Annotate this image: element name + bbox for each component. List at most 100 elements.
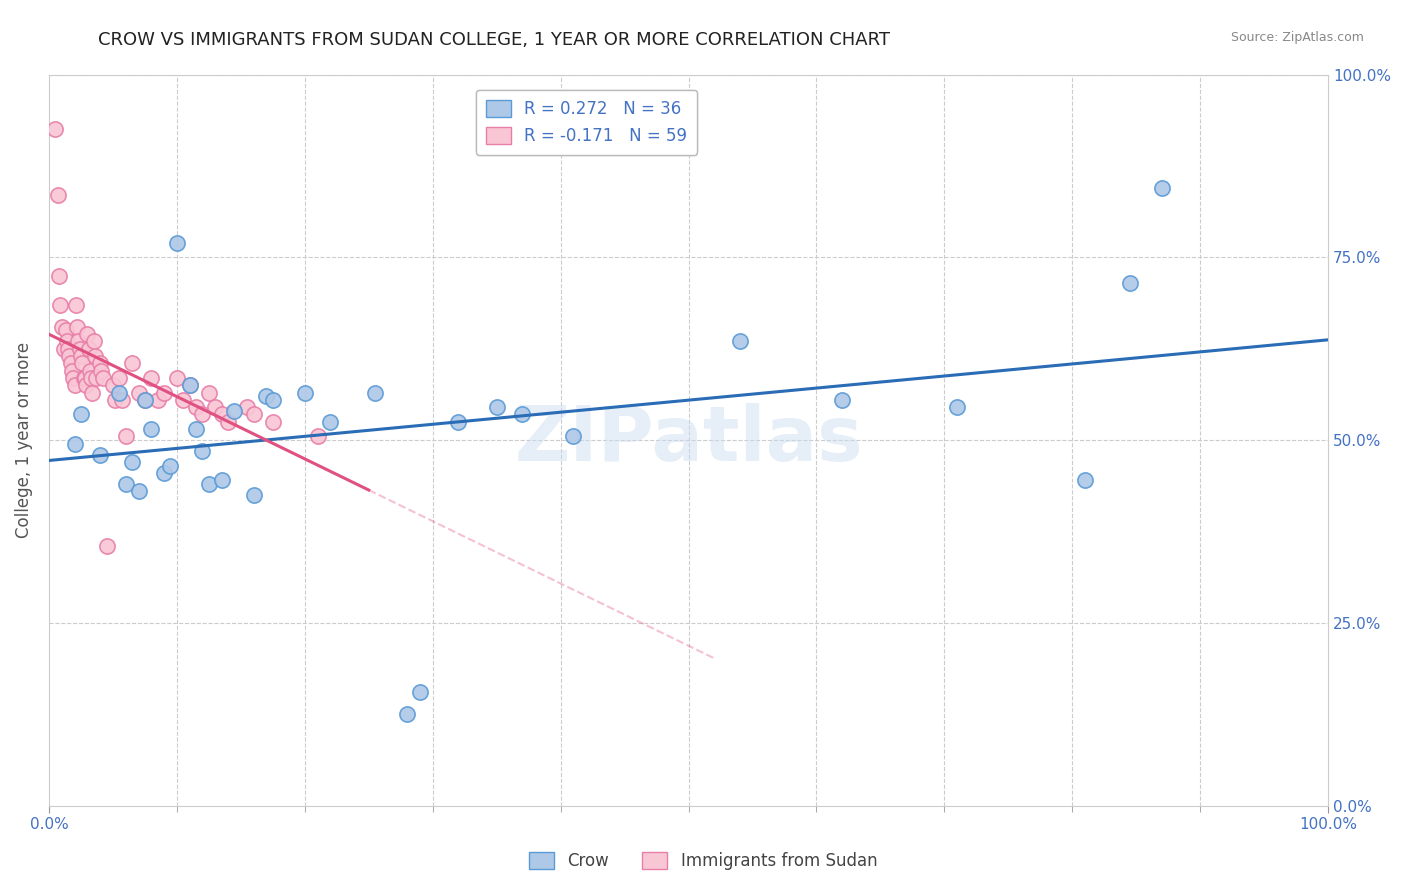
Point <box>67 334 90 349</box>
Point <box>49 298 72 312</box>
Point <box>51 319 73 334</box>
Legend: Crow, Immigrants from Sudan: Crow, Immigrants from Sudan <box>522 845 884 877</box>
Point <box>172 392 194 407</box>
Point <box>53 342 76 356</box>
Text: ZIPatlas: ZIPatlas <box>515 403 863 477</box>
Point <box>409 685 432 699</box>
Point <box>128 484 150 499</box>
Point <box>141 422 163 436</box>
Point <box>121 455 143 469</box>
Point <box>262 415 284 429</box>
Point <box>447 415 470 429</box>
Point <box>48 268 70 283</box>
Point <box>59 356 82 370</box>
Point <box>728 334 751 349</box>
Point <box>224 404 246 418</box>
Point <box>70 349 93 363</box>
Point <box>111 392 134 407</box>
Point <box>70 408 93 422</box>
Point <box>141 371 163 385</box>
Point <box>101 378 124 392</box>
Point <box>191 408 214 422</box>
Point <box>319 415 342 429</box>
Point <box>191 444 214 458</box>
Point <box>242 488 264 502</box>
Point <box>184 400 207 414</box>
Point <box>90 363 112 377</box>
Point <box>79 363 101 377</box>
Point <box>179 378 201 392</box>
Point <box>70 356 93 370</box>
Point <box>198 385 221 400</box>
Point <box>211 408 233 422</box>
Point <box>60 363 83 377</box>
Point <box>65 298 87 312</box>
Point <box>166 235 188 250</box>
Point <box>63 378 86 392</box>
Point <box>153 466 176 480</box>
Point <box>58 349 80 363</box>
Point <box>204 400 226 414</box>
Point <box>1119 276 1142 290</box>
Point <box>211 473 233 487</box>
Point <box>562 429 585 443</box>
Point <box>134 392 156 407</box>
Point <box>69 342 91 356</box>
Point <box>217 415 239 429</box>
Point <box>254 389 277 403</box>
Point <box>159 458 181 473</box>
Point <box>108 371 131 385</box>
Point <box>831 392 853 407</box>
Point <box>485 400 508 414</box>
Point <box>56 334 79 349</box>
Point <box>128 385 150 400</box>
Point <box>89 448 111 462</box>
Point <box>75 378 97 392</box>
Point <box>62 371 84 385</box>
Point <box>146 392 169 407</box>
Point <box>307 429 329 443</box>
Point <box>76 326 98 341</box>
Point <box>1150 181 1173 195</box>
Point <box>114 477 136 491</box>
Point <box>108 385 131 400</box>
Point <box>510 408 533 422</box>
Point <box>91 371 114 385</box>
Point <box>153 385 176 400</box>
Point <box>114 429 136 443</box>
Point <box>80 371 103 385</box>
Point <box>1074 473 1097 487</box>
Point <box>66 319 89 334</box>
Point <box>83 334 105 349</box>
Point <box>96 539 118 553</box>
Point <box>84 371 107 385</box>
Point <box>242 408 264 422</box>
Point <box>44 122 66 136</box>
Point <box>946 400 969 414</box>
Point <box>104 392 127 407</box>
Point <box>73 371 96 385</box>
Point <box>134 392 156 407</box>
Point <box>184 422 207 436</box>
Text: Source: ZipAtlas.com: Source: ZipAtlas.com <box>1230 31 1364 45</box>
Text: CROW VS IMMIGRANTS FROM SUDAN COLLEGE, 1 YEAR OR MORE CORRELATION CHART: CROW VS IMMIGRANTS FROM SUDAN COLLEGE, 1… <box>98 31 890 49</box>
Point <box>84 349 107 363</box>
Point <box>46 188 69 202</box>
Point <box>396 707 419 722</box>
Point <box>63 436 86 450</box>
Y-axis label: College, 1 year or more: College, 1 year or more <box>15 342 32 538</box>
Point <box>77 342 100 356</box>
Point <box>82 385 104 400</box>
Point <box>56 342 79 356</box>
Point <box>121 356 143 370</box>
Point <box>262 392 284 407</box>
Point <box>89 356 111 370</box>
Point <box>55 323 77 337</box>
Point <box>179 378 201 392</box>
Legend: R = 0.272   N = 36, R = -0.171   N = 59: R = 0.272 N = 36, R = -0.171 N = 59 <box>475 90 697 155</box>
Point <box>166 371 188 385</box>
Point <box>364 385 387 400</box>
Point <box>198 477 221 491</box>
Point <box>294 385 316 400</box>
Point <box>236 400 259 414</box>
